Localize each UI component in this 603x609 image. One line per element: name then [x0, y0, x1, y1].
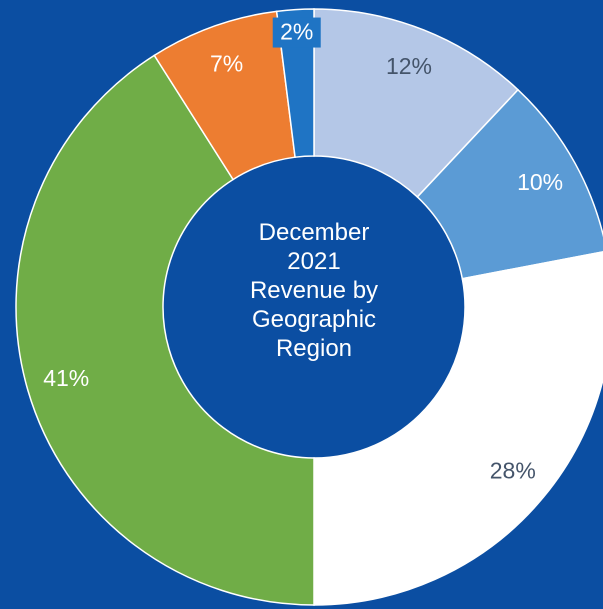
data-label: 7% — [210, 50, 243, 76]
donut-slice — [313, 251, 603, 606]
donut-slice — [416, 88, 603, 280]
data-label: 2% — [280, 19, 313, 45]
chart-title: December 2021 Revenue by Geographic Regi… — [249, 219, 379, 362]
data-label: 41% — [43, 365, 89, 391]
data-label: 10% — [517, 169, 563, 195]
data-label: 28% — [490, 458, 536, 484]
donut-slice — [15, 54, 315, 606]
data-label: 12% — [386, 53, 432, 79]
label-box — [272, 17, 321, 48]
